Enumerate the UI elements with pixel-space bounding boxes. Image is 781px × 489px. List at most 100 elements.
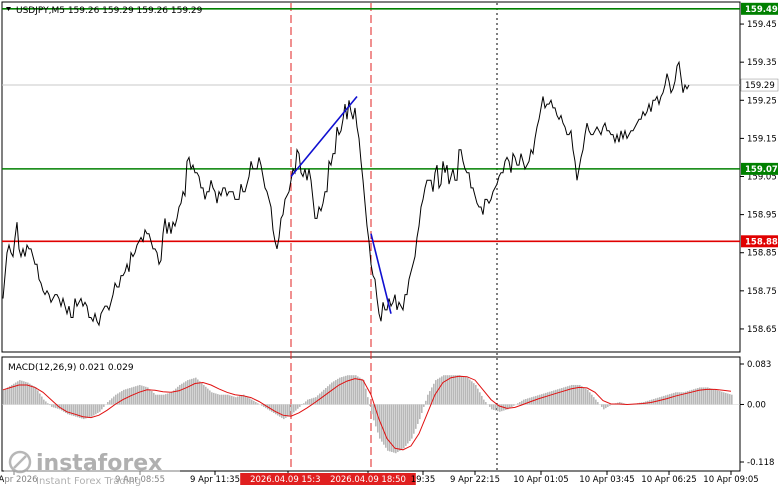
- macd-bar: [337, 378, 339, 405]
- macd-bar: [439, 377, 441, 405]
- price-level-tag: [741, 2, 778, 15]
- macd-bar: [603, 404, 605, 410]
- macd-bar: [171, 392, 173, 405]
- macd-bar: [411, 404, 413, 439]
- macd-bar: [341, 377, 343, 405]
- macd-bar: [271, 404, 273, 412]
- macd-tick-label: -0.118: [747, 458, 774, 468]
- macd-bar: [715, 389, 717, 405]
- macd-bar: [475, 384, 477, 405]
- time-tick-label: 10 Apr 06:25: [641, 475, 696, 485]
- macd-bar: [697, 388, 699, 405]
- macd-bar: [57, 404, 59, 409]
- macd-bar: [61, 404, 63, 411]
- macd-bar: [245, 395, 247, 405]
- macd-bar: [273, 404, 275, 413]
- macd-bar: [99, 404, 101, 412]
- macd-bar: [295, 404, 297, 411]
- price-tick-label: 159.05: [747, 173, 777, 183]
- macd-bar: [523, 399, 525, 405]
- macd-bar: [451, 375, 453, 405]
- macd-bar: [675, 392, 677, 405]
- macd-bar: [449, 375, 451, 405]
- macd-bar: [397, 404, 399, 453]
- time-tick-label: 19:35: [411, 475, 436, 485]
- macd-bar: [241, 395, 243, 405]
- macd-bar: [243, 394, 245, 405]
- macd-bar: [203, 384, 205, 405]
- collapse-triangle-icon[interactable]: [6, 7, 11, 11]
- macd-bar: [257, 403, 259, 405]
- macd-bar: [91, 404, 93, 417]
- macd-bar: [355, 375, 357, 405]
- macd-bar: [527, 398, 529, 405]
- macd-bar: [483, 399, 485, 405]
- macd-bar: [323, 389, 325, 405]
- macd-signal-line: [2, 375, 732, 451]
- macd-bar: [269, 404, 271, 411]
- macd-bar: [315, 397, 317, 405]
- macd-bar: [563, 387, 565, 405]
- macd-bar: [565, 386, 567, 405]
- macd-bar: [3, 389, 5, 405]
- macd-bar: [135, 386, 137, 405]
- macd-bar: [553, 390, 555, 405]
- macd-bar: [67, 404, 69, 415]
- price-tick-label: 159.25: [747, 96, 777, 106]
- macd-bar: [383, 404, 385, 445]
- macd-bar: [359, 377, 361, 405]
- macd-bar: [21, 380, 23, 405]
- macd-bar: [155, 394, 157, 405]
- macd-bar: [711, 388, 713, 405]
- macd-bar: [261, 404, 263, 406]
- macd-bar: [579, 384, 581, 405]
- macd-bar: [399, 404, 401, 451]
- macd-bar: [149, 389, 151, 405]
- macd-bar: [13, 383, 15, 405]
- price-tick-label: 159.45: [747, 20, 777, 30]
- macd-bar: [427, 394, 429, 405]
- macd-bar: [467, 377, 469, 405]
- macd-bar: [173, 390, 175, 405]
- trend-line: [370, 233, 392, 314]
- macd-bar: [431, 387, 433, 405]
- time-axis: 9 Apr 2026 9 Apr 08:55 9 Apr 11:35 2026.04.…: [0, 471, 759, 485]
- macd-bar: [377, 404, 379, 433]
- macd-bar: [97, 404, 99, 413]
- macd-bar: [213, 392, 215, 405]
- macd-bar: [567, 386, 569, 405]
- macd-bar: [347, 375, 349, 405]
- macd-bar: [141, 385, 143, 405]
- macd-bar: [395, 404, 397, 454]
- macd-bar: [723, 392, 725, 405]
- macd-bar: [403, 404, 405, 449]
- macd-bar: [713, 389, 715, 405]
- macd-bar: [95, 404, 97, 415]
- macd-bar: [729, 394, 731, 405]
- macd-bar: [159, 394, 161, 405]
- macd-bar: [571, 384, 573, 405]
- macd-bar: [31, 384, 33, 405]
- price-level-tag: [741, 162, 778, 175]
- macd-bar: [119, 392, 121, 405]
- macd-bar: [335, 380, 337, 405]
- macd-bar: [447, 375, 449, 405]
- macd-bar: [555, 389, 557, 405]
- time-tick-highlight: [240, 473, 336, 485]
- macd-bar: [543, 393, 545, 405]
- macd-bar: [701, 387, 703, 405]
- price-tick-label: 159.15: [747, 134, 777, 144]
- macd-bar: [275, 404, 277, 415]
- macd-bar: [181, 383, 183, 405]
- macd-bar: [183, 382, 185, 405]
- macd-bar: [455, 375, 457, 405]
- macd-bar: [521, 400, 523, 405]
- price-line: [2, 60, 690, 327]
- macd-bar: [33, 386, 35, 405]
- macd-bar: [473, 383, 475, 405]
- macd-bar: [285, 404, 287, 418]
- macd-bar: [255, 402, 257, 405]
- macd-bar: [165, 394, 167, 405]
- macd-bar: [55, 404, 57, 409]
- macd-bar: [425, 400, 427, 405]
